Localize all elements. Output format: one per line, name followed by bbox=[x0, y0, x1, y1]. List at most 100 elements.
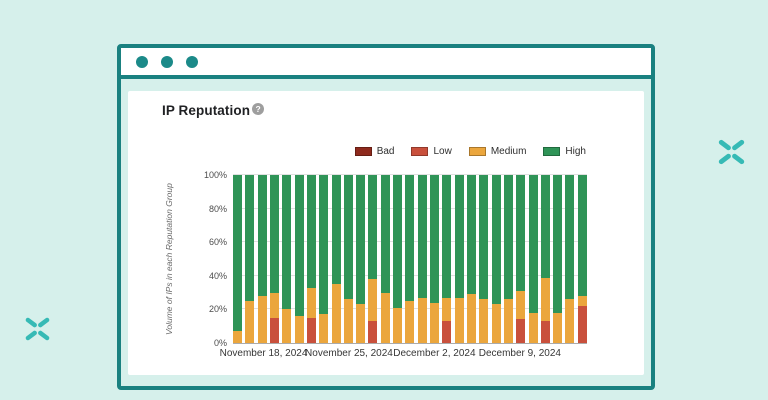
legend-item-high[interactable]: High bbox=[543, 146, 586, 157]
ip-reputation-card: IP Reputation ? Bad Low Medium High Volume … bbox=[128, 91, 644, 375]
bar-segment-medium bbox=[430, 302, 439, 343]
stacked-bar bbox=[577, 175, 587, 343]
x-tick-label: November 18, 2024 bbox=[219, 348, 308, 359]
legend-item-bad[interactable]: Bad bbox=[354, 146, 395, 157]
stacked-bar bbox=[319, 175, 329, 343]
bar-segment-high bbox=[331, 175, 341, 285]
bar-segment-medium bbox=[466, 294, 476, 343]
bar-segment-medium bbox=[528, 312, 538, 343]
bar-segment-high bbox=[430, 175, 439, 303]
window-control-dot bbox=[186, 55, 198, 68]
bar-segment-medium bbox=[565, 299, 575, 343]
legend-swatch-bad bbox=[354, 147, 372, 156]
bar-segment-high bbox=[306, 175, 316, 288]
bar-segment-medium bbox=[282, 309, 292, 343]
bar-segment-high bbox=[319, 175, 329, 315]
x-tick-label: December 2, 2024 bbox=[393, 348, 476, 359]
stacked-bar bbox=[380, 175, 390, 343]
bar-segment-medium bbox=[319, 314, 329, 343]
browser-titlebar bbox=[121, 48, 651, 79]
bar-segment-medium bbox=[479, 299, 489, 343]
stacked-bar bbox=[245, 175, 255, 343]
legend-label: Low bbox=[433, 146, 452, 157]
bar-segment-high bbox=[294, 175, 304, 317]
bar-segment-high bbox=[528, 175, 538, 313]
bar-segment-medium bbox=[306, 287, 316, 318]
legend-item-low[interactable]: Low bbox=[411, 146, 452, 157]
stacked-bar bbox=[417, 175, 427, 343]
stacked-bar bbox=[528, 175, 538, 343]
help-icon[interactable]: ? bbox=[252, 103, 265, 115]
bar-segment-medium bbox=[294, 316, 304, 343]
bar-segment-medium bbox=[356, 304, 366, 343]
bar-segment-high bbox=[503, 175, 513, 300]
stacked-bar bbox=[343, 175, 353, 343]
bar-segment-medium bbox=[553, 312, 563, 343]
legend-swatch-low bbox=[411, 147, 429, 156]
bar-segment-high bbox=[380, 175, 390, 293]
bar-segment-high bbox=[491, 175, 501, 305]
sparkle-icon bbox=[718, 139, 745, 165]
bar-segment-high bbox=[516, 175, 526, 291]
bar-segment-low bbox=[442, 321, 452, 343]
bar-segment-medium bbox=[540, 277, 550, 322]
card-title-row: IP Reputation ? bbox=[162, 103, 265, 118]
bar-segment-high bbox=[233, 175, 242, 332]
bar-segment-high bbox=[553, 175, 563, 313]
y-tick-label: 20% bbox=[208, 304, 227, 315]
legend-item-medium[interactable]: Medium bbox=[468, 146, 526, 157]
stacked-bar bbox=[430, 175, 439, 343]
bar-segment-low bbox=[368, 321, 378, 343]
bar-segment-high bbox=[454, 175, 464, 298]
bar-segment-medium bbox=[491, 304, 501, 343]
bar-segment-medium bbox=[417, 297, 427, 343]
stacked-bar bbox=[553, 175, 563, 343]
y-tick-label: 100% bbox=[203, 170, 227, 180]
bar-segment-high bbox=[269, 175, 279, 293]
y-axis-title: Volume of IPs in each Reputation Group bbox=[164, 183, 174, 336]
window-control-dot bbox=[161, 55, 173, 68]
bar-segment-medium bbox=[343, 299, 353, 343]
bar-segment-medium bbox=[516, 290, 526, 320]
bar-segment-medium bbox=[380, 292, 390, 343]
bar-segment-low bbox=[306, 317, 316, 343]
bar-segment-high bbox=[368, 175, 378, 280]
stacked-bar bbox=[294, 175, 304, 343]
bar-segment-medium bbox=[233, 331, 242, 343]
legend-label: Bad bbox=[376, 146, 395, 157]
stacked-bar bbox=[257, 175, 267, 343]
browser-viewport: IP Reputation ? Bad Low Medium High Volume … bbox=[121, 79, 651, 385]
bar-segment-medium bbox=[442, 297, 452, 322]
window-control-dot bbox=[136, 55, 148, 68]
browser-window: IP Reputation ? Bad Low Medium High Volume … bbox=[117, 44, 655, 390]
y-tick-label: 80% bbox=[208, 203, 227, 214]
sparkle-icon bbox=[25, 317, 50, 341]
stacked-bar bbox=[331, 175, 341, 343]
y-tick-label: 40% bbox=[208, 270, 227, 281]
y-tick-label: 0% bbox=[213, 338, 227, 348]
bar-segment-medium bbox=[577, 295, 587, 307]
stacked-bar bbox=[368, 175, 378, 343]
stacked-bar bbox=[405, 175, 415, 343]
bar-segment-medium bbox=[257, 295, 267, 343]
bar-segment-low bbox=[269, 317, 279, 343]
bar-segment-medium bbox=[503, 299, 513, 343]
bar-segment-medium bbox=[245, 301, 255, 343]
stacked-bar bbox=[466, 175, 476, 343]
bar-segment-high bbox=[466, 175, 476, 295]
stacked-bar bbox=[393, 175, 403, 343]
stacked-bar bbox=[491, 175, 501, 343]
chart-legend: Bad Low Medium High bbox=[354, 146, 586, 157]
stacked-bar bbox=[479, 175, 489, 343]
bar-segment-high bbox=[565, 175, 575, 300]
bar-segment-medium bbox=[393, 307, 403, 343]
x-tick-label: December 9, 2024 bbox=[478, 348, 561, 359]
stacked-bar bbox=[516, 175, 526, 343]
legend-swatch-high bbox=[543, 147, 561, 156]
y-tick-label: 60% bbox=[208, 237, 227, 248]
stacked-bar bbox=[233, 175, 242, 343]
stacked-bar bbox=[454, 175, 464, 343]
gridline bbox=[233, 174, 587, 175]
x-tick-label: November 25, 2024 bbox=[305, 348, 393, 359]
